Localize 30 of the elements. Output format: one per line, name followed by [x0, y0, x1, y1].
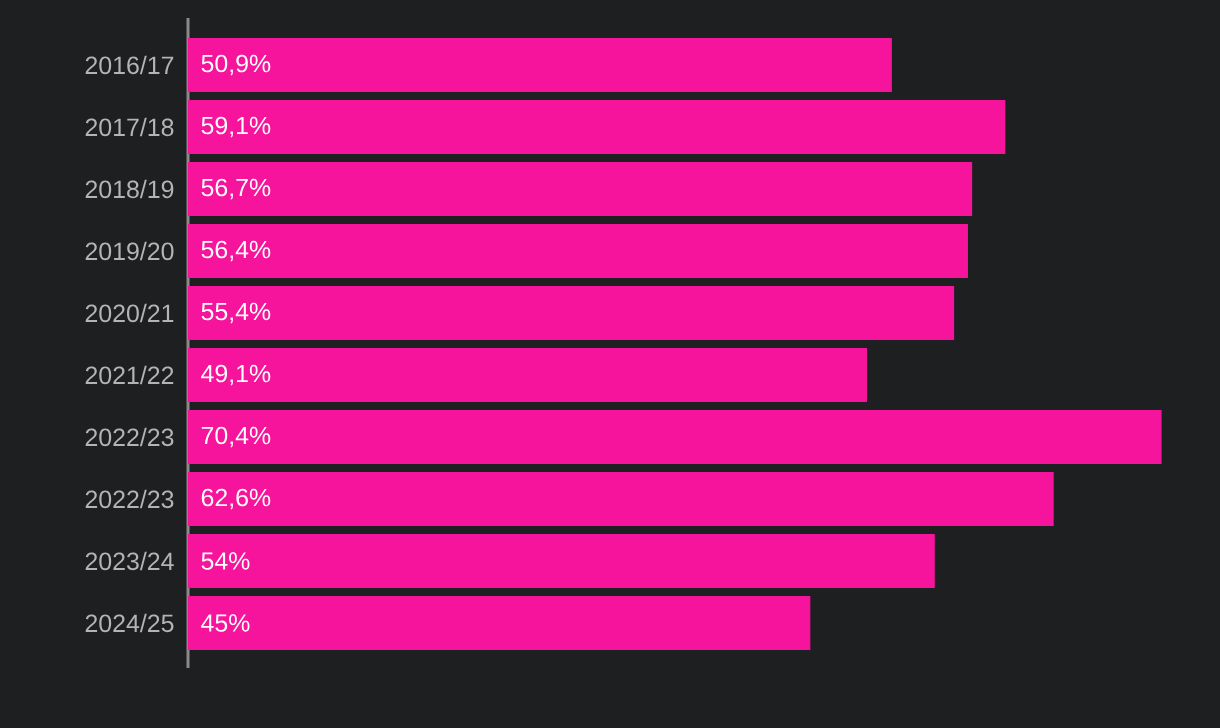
- bar: [188, 347, 868, 402]
- y-tick-label: 2018/19: [85, 179, 174, 199]
- bar: [188, 161, 973, 216]
- bar: [188, 410, 1162, 464]
- y-tick-label: 2024/25: [85, 613, 174, 633]
- y-tick-label: 2017/18: [85, 117, 174, 137]
- data-label: 56,7%: [201, 178, 271, 200]
- data-label: 55,4%: [201, 302, 271, 324]
- y-tick-label: 2021/22: [85, 365, 174, 385]
- y-tick-label: 2022/23: [85, 427, 174, 447]
- y-tick-label: 2019/20: [85, 241, 174, 261]
- bar: [188, 534, 935, 588]
- bar: [188, 37, 892, 92]
- bar: [188, 596, 811, 650]
- bar: [188, 99, 1006, 154]
- y-tick-label: 2020/21: [85, 303, 174, 323]
- bar: [188, 285, 955, 340]
- data-label: 49,1%: [201, 364, 271, 386]
- y-tick-label: 2023/24: [85, 551, 174, 571]
- y-tick-label: 2022/23: [85, 489, 174, 509]
- bar: [188, 472, 1054, 526]
- data-label: 70,4%: [201, 426, 271, 448]
- data-label: 59,1%: [201, 116, 271, 138]
- data-label: 56,4%: [201, 240, 271, 262]
- data-label: 45%: [201, 614, 250, 632]
- data-label: 54%: [201, 552, 250, 570]
- data-label: 50,9%: [201, 54, 271, 76]
- bar: [188, 223, 968, 278]
- data-label: 62,6%: [201, 488, 271, 510]
- y-tick-label: 2016/17: [85, 55, 174, 75]
